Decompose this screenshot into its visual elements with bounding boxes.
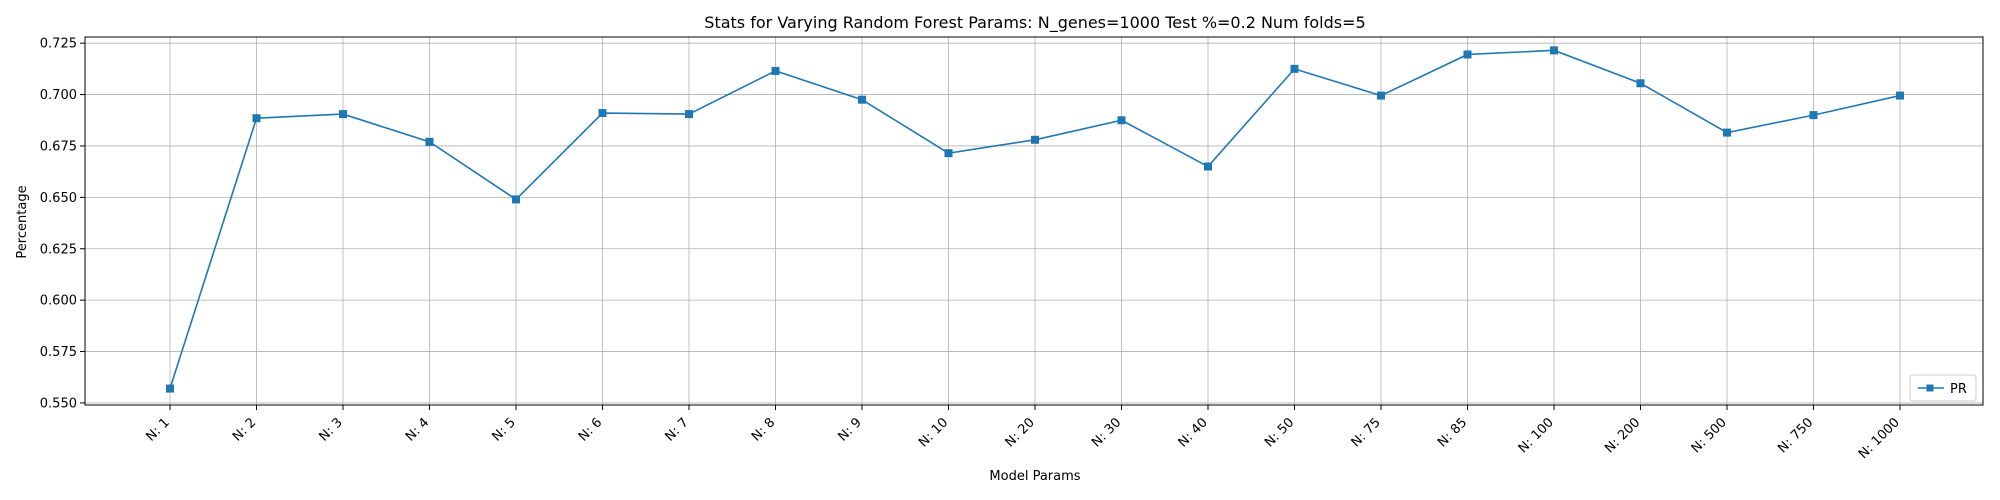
- data-point: [252, 114, 261, 123]
- x-tick-label: N: 200: [1602, 415, 1643, 456]
- legend: PR: [1909, 374, 1977, 402]
- data-point: [1723, 128, 1731, 137]
- grid: [85, 37, 1983, 405]
- data-point: [339, 110, 347, 119]
- x-tick-label: N: 5: [489, 415, 518, 444]
- x-tick-label: N: 1000: [1856, 415, 1903, 462]
- y-tick-label: 0.725: [40, 37, 77, 52]
- y-axis-title: Percentage: [15, 185, 30, 258]
- x-axis-title: Model Params: [989, 469, 1080, 484]
- x-tick-label: N: 8: [749, 415, 778, 444]
- x-tick-label: N: 20: [1003, 415, 1038, 450]
- data-point: [1117, 116, 1126, 125]
- x-tick-label: N: 9: [835, 415, 864, 444]
- x-tick-label: N: 7: [662, 415, 691, 444]
- y-axis: 0.550 0.575 0.600 0.625 0.650 0.675 0.700 0.725: [40, 37, 85, 411]
- y-tick-label: 0.675: [40, 139, 77, 154]
- data-point: [1809, 111, 1818, 120]
- y-tick-label: 0.550: [40, 396, 77, 411]
- x-tick-label: N: 50: [1262, 415, 1297, 450]
- x-tick-label: N: 4: [403, 415, 432, 444]
- x-tick-label: N: 1: [143, 415, 172, 444]
- plot-area-frame: [84, 36, 1984, 406]
- data-point: [512, 195, 520, 204]
- data-point: [944, 149, 953, 158]
- data-point: [685, 110, 693, 119]
- x-tick-label: N: 40: [1176, 415, 1211, 450]
- data-point: [1031, 135, 1039, 144]
- x-tick-label: N: 2: [230, 415, 259, 444]
- x-tick-label: N: 3: [316, 415, 345, 444]
- legend-marker: [1926, 384, 1934, 392]
- x-tick-label: N: 100: [1516, 415, 1557, 456]
- x-tick-label: N: 500: [1689, 415, 1730, 456]
- x-tick-label: N: 10: [916, 415, 951, 450]
- y-tick-label: 0.625: [40, 242, 77, 257]
- x-axis: N: 1 N: 2 N: 3 N: 4 N: 5 N: 6 N: 7 N: 8 N: 9 N: 1…: [143, 405, 1903, 462]
- chart-title: Stats for Varying Random Forest Params: …: [704, 13, 1365, 33]
- data-point: [1204, 162, 1212, 171]
- y-tick-label: 0.575: [40, 345, 77, 360]
- y-tick-label: 0.600: [40, 294, 77, 309]
- x-tick-label: N: 85: [1435, 415, 1470, 450]
- data-point: [1463, 50, 1472, 59]
- legend-label: PR: [1950, 382, 1967, 397]
- data-point: [598, 109, 607, 118]
- x-tick-label: N: 30: [1089, 415, 1124, 450]
- data-point: [771, 66, 780, 75]
- data-point: [1377, 91, 1385, 100]
- data-point: [425, 137, 434, 146]
- x-tick-label: N: 750: [1775, 415, 1816, 456]
- y-tick-label: 0.700: [40, 88, 77, 103]
- x-tick-label: N: 75: [1349, 415, 1384, 450]
- data-point: [1550, 46, 1558, 55]
- data-point: [166, 384, 174, 393]
- data-point: [1636, 79, 1645, 88]
- data-point: [1290, 64, 1299, 73]
- x-tick-label: N: 6: [576, 415, 605, 444]
- data-point: [1896, 91, 1904, 100]
- y-tick-label: 0.650: [40, 191, 77, 206]
- series-pr: [166, 46, 1904, 393]
- data-point: [858, 95, 866, 104]
